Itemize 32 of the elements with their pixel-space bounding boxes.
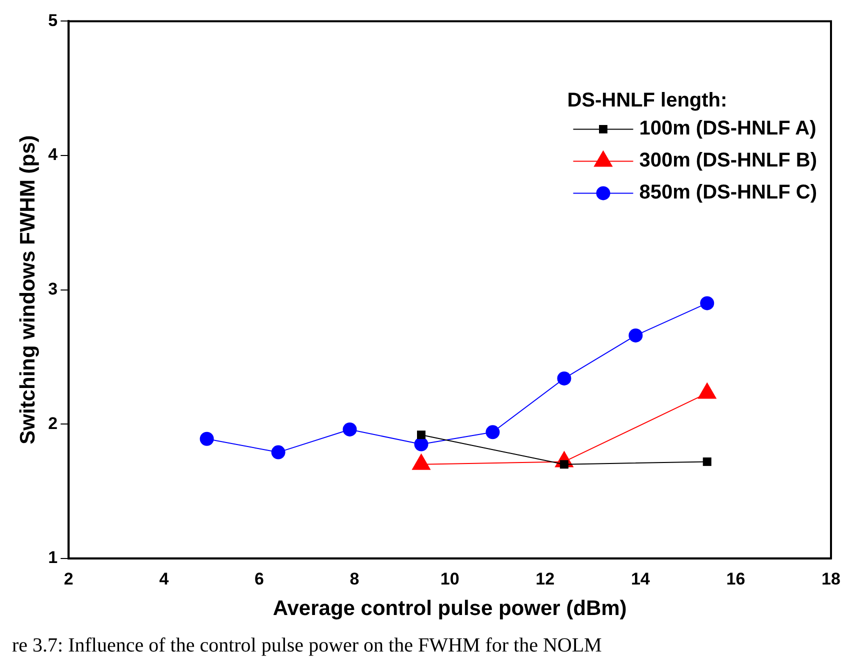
y-tick-label: 2: [48, 414, 58, 433]
point: [628, 328, 643, 342]
y-tick-label: 5: [48, 10, 58, 30]
point: [342, 422, 357, 436]
x-tick-label: 8: [350, 569, 360, 588]
x-tick-label: 4: [159, 569, 170, 588]
point: [486, 425, 500, 440]
legend-label: 100m (DS-HNLF A): [639, 118, 816, 140]
x-tick-label: 10: [440, 569, 460, 588]
x-tick-label: 18: [822, 569, 840, 588]
y-tick-label: 4: [48, 145, 58, 164]
text: re 3.7: Influence of the control pulse power on the FWHM for the NOLM: [12, 634, 602, 656]
x-tick-label: 6: [254, 569, 264, 588]
x-tick-label: 2: [64, 569, 74, 588]
point: [702, 457, 712, 466]
y-tick-label: 1: [48, 548, 58, 568]
legend-label: 300m (DS-HNLF B): [639, 150, 818, 172]
x-tick-label: 14: [630, 569, 650, 588]
x-tick-label: 16: [726, 569, 746, 588]
point: [560, 460, 568, 469]
point: [557, 371, 572, 386]
x-axis-title: Average control pulse power (dBm): [272, 597, 627, 620]
legend-label: 850m (DS-HNLF C): [639, 182, 818, 204]
legend-title: DS-HNLF length:: [567, 90, 728, 112]
point: [414, 437, 428, 452]
y-axis-title: Switching windows FWHM (ps): [16, 135, 40, 444]
point: [700, 296, 714, 310]
point: [200, 432, 214, 446]
point: [271, 445, 286, 460]
point: [416, 430, 426, 440]
x-tick-label: 12: [536, 569, 555, 588]
y-tick-label: 3: [48, 279, 58, 298]
